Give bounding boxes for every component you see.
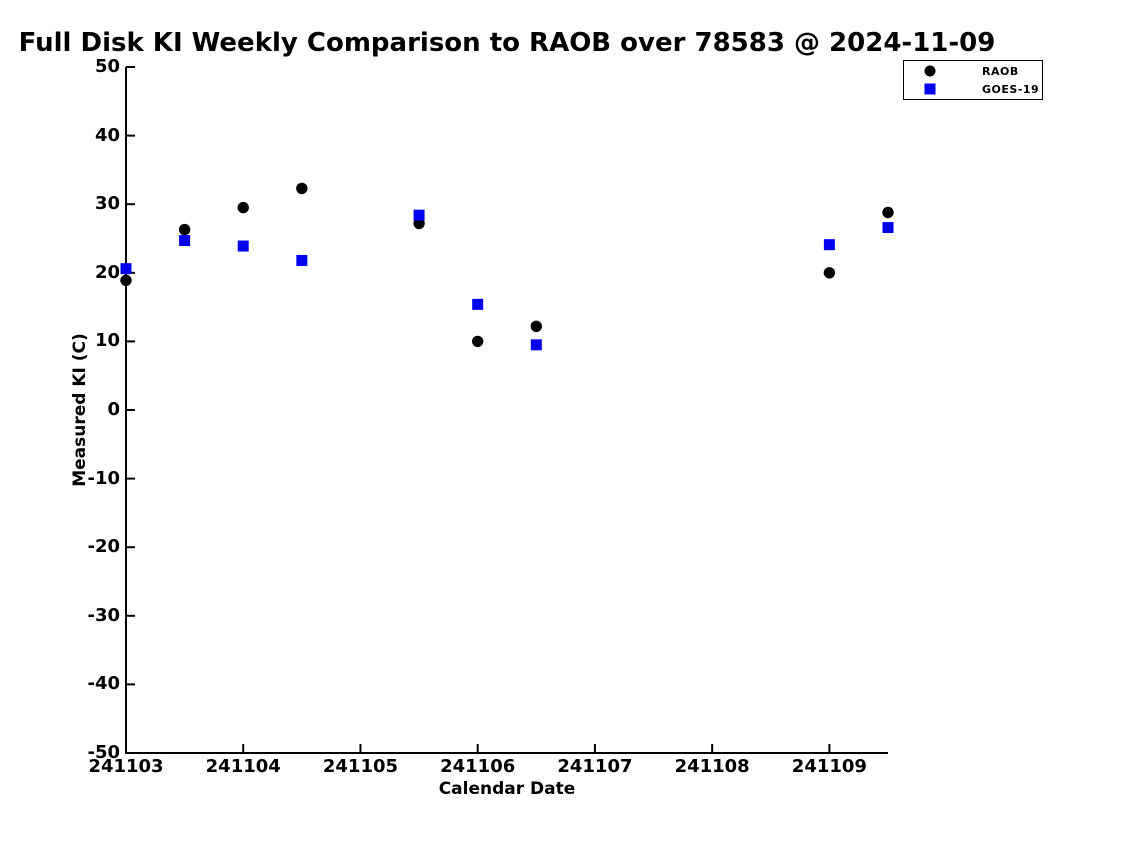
raob-point — [120, 274, 132, 287]
x-tick-label: 241109 — [791, 756, 867, 777]
raob-point — [882, 206, 894, 219]
y-tick-label: -40 — [87, 673, 120, 695]
raob-point — [296, 182, 308, 195]
x-tick-label: 241106 — [440, 756, 516, 777]
y-tick-label: 50 — [94, 56, 120, 77]
goes-19-point — [296, 254, 308, 266]
raob-point — [237, 201, 249, 214]
goes-19-point — [472, 298, 484, 310]
y-tick-label: -20 — [87, 536, 120, 558]
raob-point — [471, 335, 484, 348]
goes-19-square-icon — [904, 83, 956, 95]
y-tick-label: 20 — [94, 261, 120, 283]
legend-item-goes-19: GOES-19 — [904, 80, 1042, 98]
legend-label-raob: RAOB — [982, 64, 1019, 78]
x-tick-label: 241105 — [322, 756, 399, 777]
raob-point — [823, 267, 836, 279]
raob-point — [530, 320, 543, 333]
legend: RAOB GOES-19 — [903, 60, 1043, 100]
legend-item-raob: RAOB — [904, 62, 1042, 80]
goes-19-point — [823, 239, 835, 251]
y-tick-label: 40 — [94, 124, 120, 146]
y-tick-label: 10 — [94, 330, 120, 352]
goes-19-point — [237, 240, 249, 252]
raob-point — [178, 223, 191, 236]
x-tick-label: 241103 — [88, 756, 164, 777]
goes-19-point — [120, 263, 132, 275]
x-axis-label: Calendar Date — [438, 779, 576, 799]
chart-title: Full Disk KI Weekly Comparison to RAOB o… — [18, 28, 996, 58]
y-tick-label: 30 — [94, 193, 120, 215]
y-tick-label: 0 — [107, 399, 120, 420]
y-tick-label: -30 — [87, 604, 120, 626]
legend-label-goes-19: GOES-19 — [982, 82, 1040, 96]
goes-19-point — [882, 222, 894, 234]
goes-19-point — [179, 235, 191, 247]
x-tick-label: 241108 — [674, 756, 750, 777]
y-tick-label: -10 — [87, 467, 120, 489]
x-tick-label: 241104 — [205, 756, 281, 777]
raob-circle-icon — [904, 65, 956, 77]
x-tick-label: 241107 — [557, 756, 633, 777]
y-tick-label: -50 — [87, 742, 120, 763]
axis-spine — [125, 67, 888, 754]
goes-19-point — [530, 339, 542, 351]
goes-19-point — [413, 209, 425, 221]
